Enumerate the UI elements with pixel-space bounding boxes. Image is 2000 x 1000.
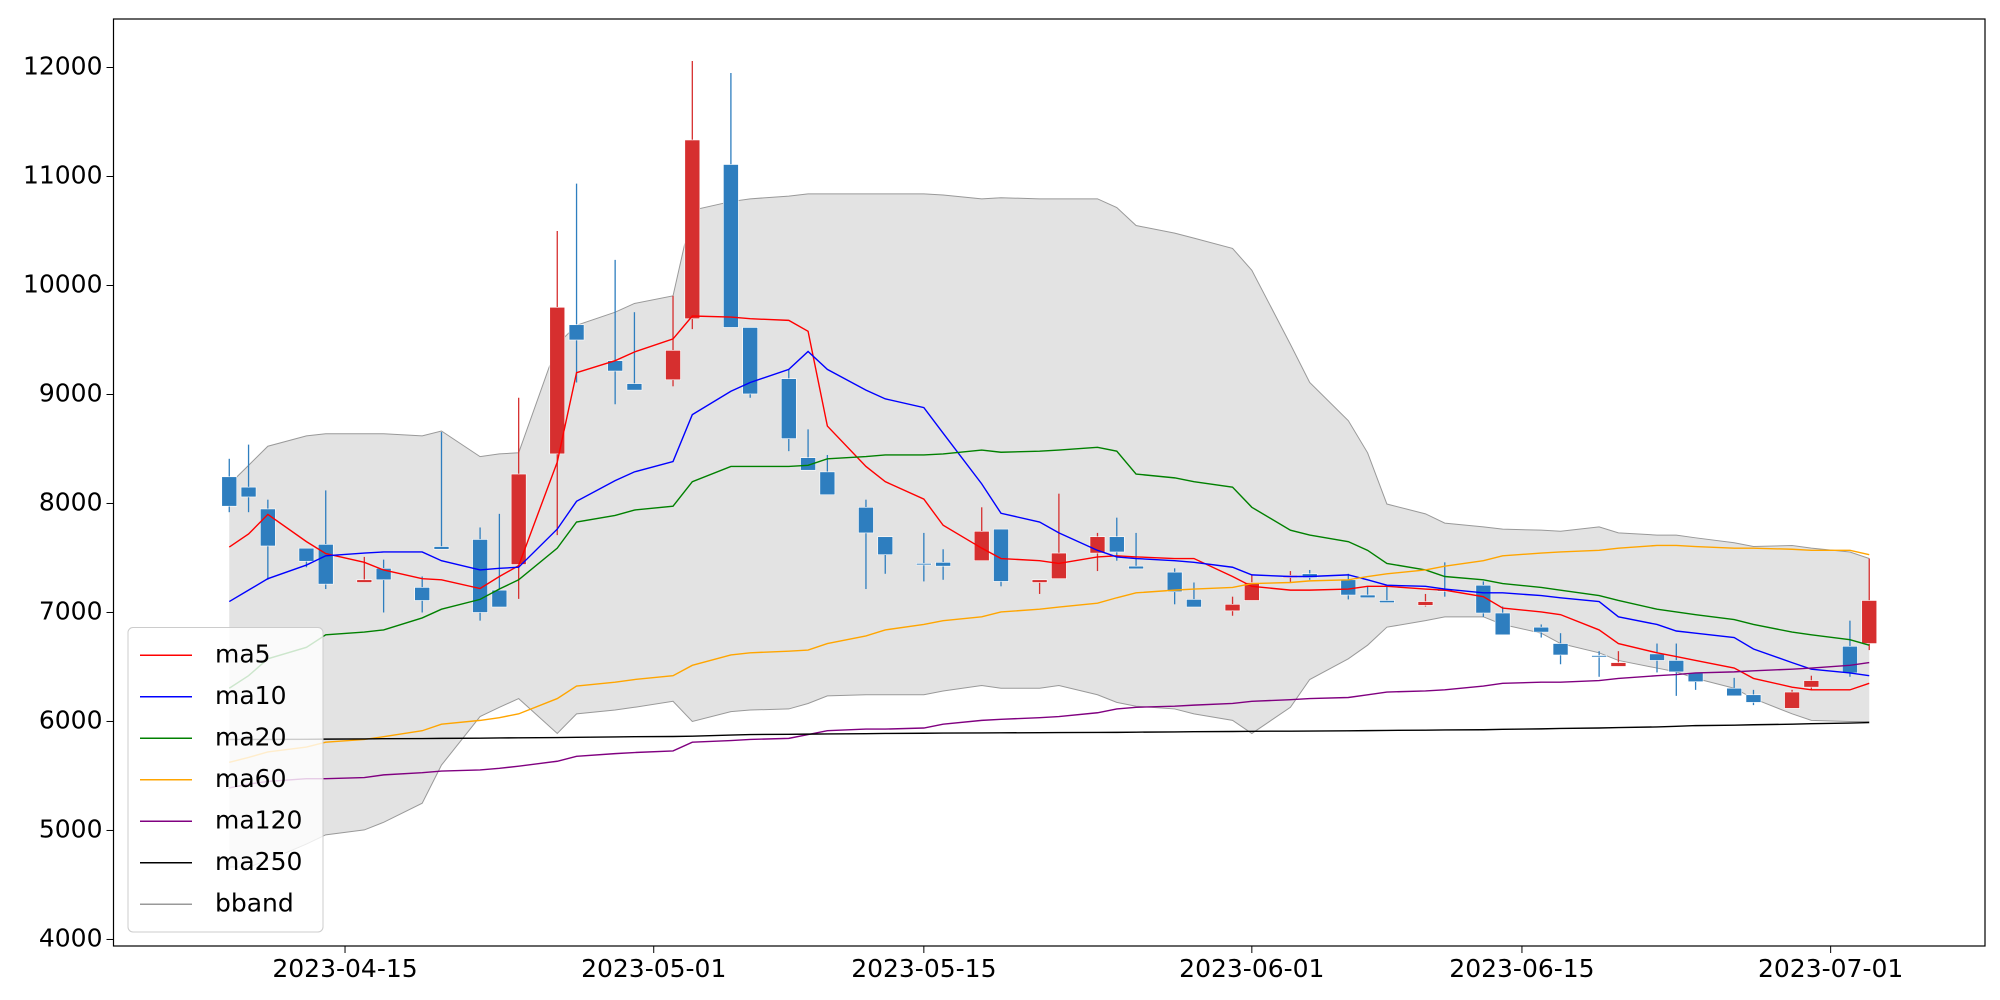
candle-body [1784, 691, 1800, 709]
x-tick-label: 2023-05-01 [581, 954, 726, 983]
x-tick-label: 2023-07-01 [1758, 954, 1903, 983]
candle-body [1128, 565, 1144, 570]
y-tick-label: 9000 [39, 378, 103, 407]
candle-body [800, 457, 816, 471]
ma-line [228, 315, 1870, 691]
bband-lower [229, 616, 1870, 868]
candle-body [858, 506, 874, 534]
candle-body [1861, 600, 1878, 644]
x-tick-label: 2023-05-15 [851, 954, 996, 983]
ma-line [228, 446, 1870, 689]
y-tick-label: 8000 [39, 487, 103, 516]
legend-label: ma120 [215, 805, 302, 834]
candle-body [1108, 536, 1125, 553]
legend-label: ma5 [215, 639, 271, 668]
candle-body [414, 587, 431, 601]
candle-body [1687, 672, 1704, 682]
candle-body [1610, 662, 1627, 667]
y-tick-label: 7000 [39, 596, 103, 625]
ma-line [229, 544, 1870, 764]
candle-body [684, 139, 701, 320]
candle-body [1552, 643, 1569, 656]
candle-body [1803, 680, 1820, 688]
legend-box [127, 627, 324, 933]
candle-body [568, 324, 585, 341]
candle-body [1726, 687, 1742, 697]
candle-body [1340, 579, 1357, 596]
candle-body [780, 378, 797, 439]
candle-body [1359, 594, 1376, 599]
y-tick-label: 11000 [23, 160, 103, 189]
y-tick-label: 6000 [39, 705, 103, 734]
candle-body [240, 486, 257, 498]
candle-body [491, 589, 508, 608]
x-tick-label: 2023-06-15 [1449, 954, 1594, 983]
candle-body [1668, 660, 1685, 673]
candle-body [1031, 579, 1048, 583]
candle-body [472, 539, 488, 613]
candle-body [375, 568, 392, 581]
y-tick-label: 4000 [39, 923, 103, 952]
candle-body [221, 476, 238, 507]
ma-line [229, 721, 1870, 741]
bband-area [229, 193, 1870, 867]
candle-body [626, 383, 643, 391]
candle-body [1494, 612, 1511, 636]
legend-label: ma250 [215, 847, 302, 876]
candle-body [1533, 626, 1550, 633]
candle-body [1417, 601, 1434, 606]
plot-frame [112, 18, 1986, 947]
x-tick-label: 2023-04-15 [272, 954, 417, 983]
candle-body [742, 327, 758, 395]
candle-body [1186, 599, 1202, 608]
candle-body [298, 547, 315, 562]
legend: ma5 ma10 ma20 ma60 ma120 ma250 bband [127, 627, 324, 933]
ma-line [228, 350, 1870, 677]
candle-body [356, 579, 373, 583]
candle-body [723, 164, 739, 328]
candle-body [1649, 653, 1665, 661]
candle-body [819, 471, 836, 496]
bband-upper [228, 193, 1870, 559]
candle-body [665, 350, 681, 381]
candle-body [1166, 571, 1183, 593]
candle-body [1745, 694, 1762, 703]
candle-body [549, 306, 566, 455]
ma-line [229, 661, 1870, 789]
y-tick-label: 5000 [39, 814, 103, 843]
y-tick-label: 10000 [23, 269, 103, 298]
candle-body [433, 546, 450, 550]
candle-body [877, 536, 894, 556]
candle-body [1379, 600, 1395, 603]
legend-label: ma20 [215, 722, 286, 751]
candle-body [1051, 552, 1067, 579]
candle-body [973, 530, 990, 562]
legend-label: ma60 [215, 764, 286, 793]
legend-label: ma10 [215, 681, 286, 710]
candle-body [1224, 604, 1241, 612]
candle-body [916, 563, 932, 566]
y-tick-label: 12000 [23, 52, 103, 81]
x-tick-label: 2023-06-01 [1179, 954, 1324, 983]
candle-body [935, 562, 951, 567]
candle-body [1591, 655, 1607, 658]
candle-body [1842, 645, 1858, 674]
legend-label: bband [215, 888, 294, 917]
